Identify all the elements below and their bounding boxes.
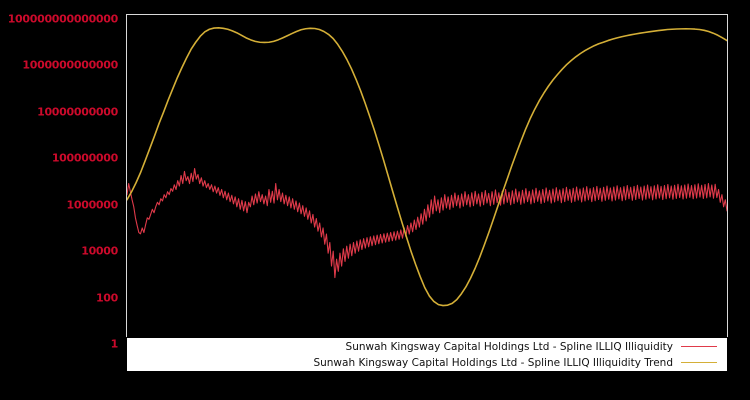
legend-item-illiquidity-trend[interactable]: Sunwah Kingsway Capital Holdings Ltd - S…	[127, 355, 727, 371]
legend-swatch-illiquidity-trend	[681, 362, 717, 363]
y-tick-label-5: 10000	[81, 244, 118, 258]
legend-label-illiquidity: Sunwah Kingsway Capital Holdings Ltd - S…	[345, 340, 673, 353]
chart-legend: Sunwah Kingsway Capital Holdings Ltd - S…	[126, 337, 728, 372]
y-tick-label-4: 1000000	[66, 198, 119, 212]
y-tick-label-3: 100000000	[51, 151, 118, 165]
series-line-illiquidity	[127, 169, 727, 278]
y-tick-label-7: 1	[110, 337, 119, 351]
plot-area	[126, 14, 728, 372]
series-line-illiquidity-trend	[127, 28, 727, 306]
legend-item-illiquidity[interactable]: Sunwah Kingsway Capital Holdings Ltd - S…	[127, 339, 727, 355]
legend-label-illiquidity-trend: Sunwah Kingsway Capital Holdings Ltd - S…	[313, 356, 673, 369]
chart-canvas	[127, 15, 727, 371]
y-tick-label-0: 100000000000000	[7, 12, 119, 26]
y-tick-label-2: 10000000000	[37, 105, 118, 119]
y-tick-label-6: 100	[95, 291, 118, 305]
y-tick-label-1: 1000000000000	[22, 58, 118, 72]
legend-swatch-illiquidity	[681, 346, 717, 347]
